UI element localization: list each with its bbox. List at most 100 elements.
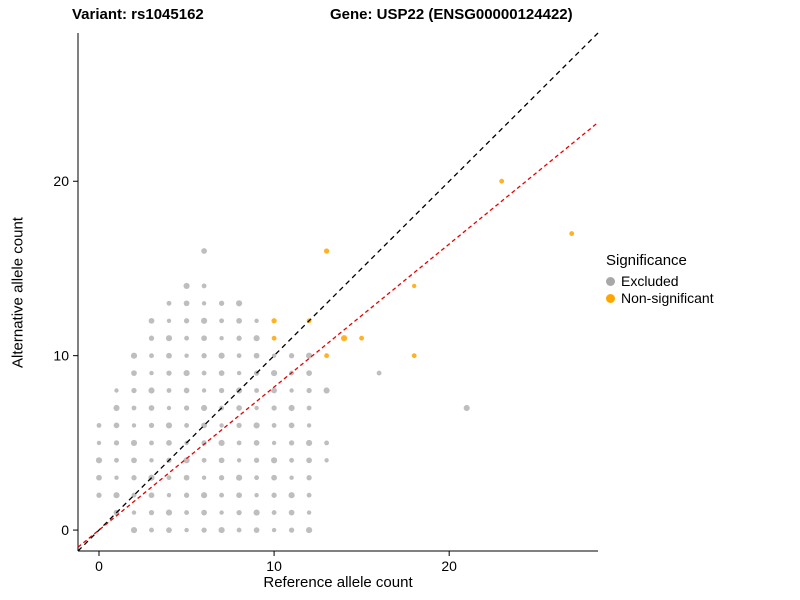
data-point [218, 527, 225, 534]
data-point [271, 457, 278, 464]
data-point [149, 527, 154, 533]
data-point [253, 509, 260, 516]
data-point [183, 300, 190, 307]
data-point [236, 300, 243, 307]
data-point [166, 300, 172, 306]
data-point [165, 335, 173, 342]
data-point [218, 370, 225, 376]
data-point [341, 335, 348, 342]
data-point [306, 457, 312, 464]
data-point [114, 388, 119, 393]
data-point [113, 404, 120, 412]
excluded-dot-icon [606, 277, 615, 286]
data-point [324, 458, 329, 463]
data-point [113, 492, 120, 499]
data-point [201, 527, 207, 533]
data-point [184, 353, 189, 358]
data-point [130, 439, 138, 446]
data-point [569, 231, 575, 237]
data-point [201, 248, 207, 254]
data-point [288, 353, 295, 359]
data-point [271, 318, 277, 324]
variant-title: Variant: rs1045162 [72, 6, 204, 23]
data-point [201, 509, 207, 516]
data-point [236, 422, 242, 429]
data-point [289, 457, 295, 463]
data-point [184, 527, 189, 533]
data-point [166, 527, 172, 533]
data-point [288, 440, 295, 446]
data-point [306, 510, 312, 515]
data-point [95, 457, 103, 464]
data-point [289, 388, 294, 393]
data-point [131, 475, 137, 481]
data-point [236, 474, 243, 481]
data-point [131, 370, 137, 376]
data-point [114, 457, 119, 463]
data-point [323, 248, 330, 254]
data-point [166, 352, 172, 359]
data-point [183, 282, 190, 289]
data-point [166, 440, 172, 446]
data-point [288, 422, 295, 429]
data-point [201, 475, 207, 480]
data-point [166, 318, 172, 323]
x-tick-label: 10 [266, 558, 282, 574]
data-point [148, 317, 155, 324]
data-point [236, 440, 242, 446]
data-point [96, 474, 102, 481]
data-point [236, 492, 242, 499]
data-point [165, 422, 173, 429]
fit-line [77, 121, 599, 548]
data-point [271, 527, 277, 533]
data-point [96, 492, 102, 498]
data-point [131, 423, 137, 428]
x-tick-label: 0 [95, 558, 103, 574]
data-point [148, 387, 155, 394]
data-point [288, 509, 295, 516]
data-point [96, 440, 102, 446]
x-tick-label: 20 [441, 558, 457, 574]
data-point [149, 440, 154, 446]
data-point [499, 178, 505, 184]
data-point [306, 352, 313, 359]
data-point [130, 527, 138, 534]
data-point [183, 318, 190, 324]
data-point [306, 370, 312, 376]
data-point [201, 404, 208, 412]
data-point [131, 492, 137, 498]
data-point [236, 335, 242, 341]
data-point [96, 422, 102, 428]
data-point [201, 283, 207, 289]
data-point [130, 352, 138, 359]
data-point [411, 353, 417, 359]
data-point [306, 527, 313, 534]
data-point [201, 301, 207, 306]
data-point [218, 475, 225, 481]
data-point [148, 335, 155, 341]
data-point [288, 404, 295, 412]
data-point [288, 492, 295, 499]
data-point [271, 440, 277, 446]
y-tick-label: 0 [61, 522, 69, 538]
data-point [218, 352, 225, 359]
legend-item-label: Excluded [621, 273, 679, 289]
data-point [306, 423, 312, 428]
data-point [201, 388, 207, 393]
y-tick-label: 10 [53, 348, 69, 364]
data-point [165, 509, 173, 516]
data-point [324, 440, 330, 446]
data-point [306, 439, 313, 446]
data-point [113, 440, 120, 446]
data-point [166, 475, 172, 481]
data-point [271, 492, 277, 498]
data-point [271, 474, 277, 481]
data-point [201, 492, 208, 499]
data-point [253, 440, 260, 446]
data-point [306, 405, 312, 411]
data-point [271, 387, 277, 394]
data-point [271, 422, 277, 428]
data-point [236, 370, 242, 376]
series-excluded [95, 248, 470, 534]
data-point [271, 353, 277, 358]
